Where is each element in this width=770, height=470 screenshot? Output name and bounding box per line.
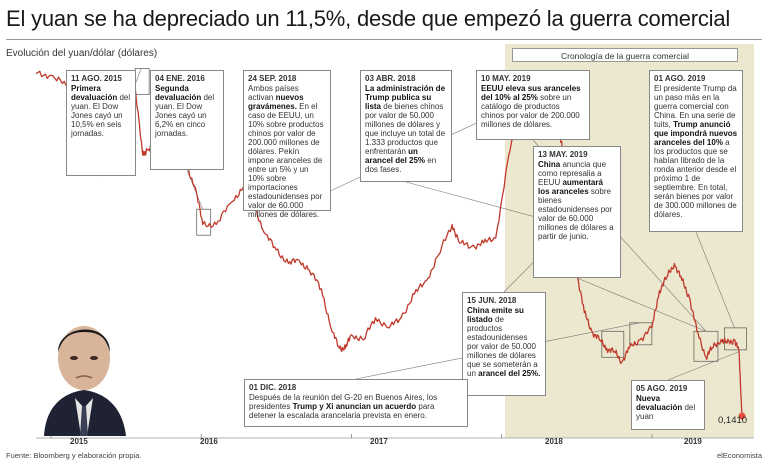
x-tick-label: 2017 bbox=[370, 437, 388, 446]
annotation-text: Después de la reunión del G-20 en Buenos… bbox=[249, 393, 463, 420]
annotation-aug-1-2019: 01 AGO. 2019 El presidente Trump da un p… bbox=[649, 70, 743, 232]
source-note: Fuente: Bloomberg y elaboración propia. bbox=[6, 451, 142, 460]
annotation-aug-5-2019: 05 AGO. 2019 Nueva devaluación del yuan bbox=[631, 380, 705, 430]
annotation-bold-text: China emite su listado bbox=[467, 306, 524, 324]
chart-subtitle: Evolución del yuan/dólar (dólares) bbox=[6, 48, 158, 59]
annotation-plain-text: anuncia que como represalia a EEUU bbox=[538, 160, 607, 187]
brand-label: elEconomista bbox=[716, 451, 762, 460]
annotation-bold-text: Segunda devaluación bbox=[155, 84, 202, 102]
annotation-text: China emite su listado de productos esta… bbox=[467, 306, 541, 378]
annotation-sep-2018: 24 SEP. 2018 Ambos países activan nuevos… bbox=[243, 70, 331, 219]
annotation-date: 01 AGO. 2019 bbox=[654, 74, 706, 83]
xi-jinping-photo bbox=[40, 310, 126, 436]
annotation-bold-text: nuevos gravámenes. bbox=[248, 93, 304, 111]
annotation-plain-text: de productos estadounidenses por valor d… bbox=[467, 315, 538, 378]
annotation-plain-text: del yuan bbox=[636, 403, 696, 421]
annotation-text: El presidente Trump da un paso más en la… bbox=[654, 84, 738, 219]
annotation-connector bbox=[576, 277, 707, 332]
annotation-plain-text: a los productos que se habían librado de… bbox=[654, 138, 737, 219]
annotation-plain-text: El presidente Trump da un paso más en la… bbox=[654, 84, 737, 129]
end-value-label: 0,1410 bbox=[718, 415, 748, 426]
x-tick-label: 2018 bbox=[545, 437, 563, 446]
end-point-marker bbox=[738, 412, 746, 420]
annotation-plain-text: Ambos países activan bbox=[248, 84, 299, 102]
annotation-plain-text: del yuan. El Dow Jones cayó un 10,5% en … bbox=[71, 93, 131, 138]
annotation-date: 10 MAY. 2019 bbox=[481, 74, 531, 83]
annotation-text: EEUU eleva sus aranceles del 10% al 25% … bbox=[481, 84, 585, 129]
annotation-bold-text: aumentará los aranceles bbox=[538, 178, 603, 196]
annotation-may-10-2019: 10 MAY. 2019 EEUU eleva sus aranceles de… bbox=[476, 70, 590, 140]
annotation-bold-text: Primera devaluación bbox=[71, 84, 118, 102]
event-zoom-box bbox=[196, 208, 212, 236]
event-zoom-box bbox=[629, 322, 653, 346]
event-zoom-box bbox=[134, 68, 150, 95]
annotation-date: 13 MAY. 2019 bbox=[538, 150, 588, 159]
annotation-plain-text: en dos fases. bbox=[365, 156, 437, 174]
annotation-bold-text: un arancel del 25% bbox=[365, 147, 426, 165]
annotation-jan-2016: 04 ENE. 2016 Segunda devaluación del yua… bbox=[150, 70, 224, 170]
annotation-connector bbox=[695, 231, 735, 328]
annotation-bold-text: arancel del 25%. bbox=[478, 369, 541, 378]
x-tick-label: 2019 bbox=[684, 437, 702, 446]
x-tick-label: 2016 bbox=[200, 437, 218, 446]
annotation-date: 15 JUN. 2018 bbox=[467, 296, 517, 305]
annotation-jun-2018: 15 JUN. 2018 China emite su listado de p… bbox=[462, 292, 546, 396]
annotation-plain-text: del yuan. El Dow Jones cayó un 6,2% en c… bbox=[155, 93, 215, 138]
x-tick-label: 2015 bbox=[70, 437, 88, 446]
annotation-plain-text: sobre bienes estadounidenses por valor d… bbox=[538, 187, 614, 241]
annotation-apr-2018: 03 ABR. 2018 La administración de Trump … bbox=[360, 70, 452, 182]
annotation-text: Nueva devaluación del yuan bbox=[636, 394, 700, 421]
annotation-plain-text: de bienes chinos por valor de 50.000 mil… bbox=[365, 102, 446, 156]
annotation-text: Primera devaluación del yuan. El Dow Jon… bbox=[71, 84, 131, 138]
annotation-date: 01 DIC. 2018 bbox=[249, 383, 297, 392]
annotation-bold-text: China bbox=[538, 160, 561, 169]
annotation-aug-2015: 11 AGO. 2015 Primera devaluación del yua… bbox=[66, 70, 136, 176]
title-divider bbox=[6, 39, 762, 40]
annotation-connector bbox=[667, 351, 740, 381]
x-axis-ticks bbox=[50, 434, 653, 438]
annotation-date: 03 ABR. 2018 bbox=[365, 74, 416, 83]
annotation-plain-text: En el caso de EEUU, un 10% sobre product… bbox=[248, 102, 324, 219]
annotation-date: 05 AGO. 2019 bbox=[636, 384, 688, 393]
annotation-text: China anuncia que como represalia a EEUU… bbox=[538, 160, 616, 241]
annotation-plain-text: Después de la reunión del G-20 en Buenos… bbox=[249, 393, 438, 411]
annotation-text: Segunda devaluación del yuan. El Dow Jon… bbox=[155, 84, 219, 138]
annotation-text: Ambos países activan nuevos gravámenes. … bbox=[248, 84, 326, 219]
annotation-bold-text: La administración de Trump publica su li… bbox=[365, 84, 446, 111]
annotation-plain-text: para detener la escalada arancelaria pre… bbox=[249, 402, 435, 420]
annotation-date: 24 SEP. 2018 bbox=[248, 74, 297, 83]
annotation-date: 04 ENE. 2016 bbox=[155, 74, 205, 83]
annotation-date: 11 AGO. 2015 bbox=[71, 74, 122, 83]
annotation-bold-text: Trump anunció que impondrá nuevos arance… bbox=[654, 120, 738, 147]
annotation-dec-2018: 01 DIC. 2018 Después de la reunión del G… bbox=[244, 379, 468, 427]
annotation-bold-text: EEUU eleva sus aranceles del 10% al 25% bbox=[481, 84, 581, 102]
annotation-plain-text: sobre un catálogo de productos chinos po… bbox=[481, 93, 580, 129]
annotation-bold-text: Trump y Xi anuncian un acuerdo bbox=[292, 402, 417, 411]
annotation-may-13-2019: 13 MAY. 2019 China anuncia que como repr… bbox=[533, 146, 621, 278]
annotation-bold-text: Nueva devaluación bbox=[636, 394, 683, 412]
annotation-text: La administración de Trump publica su li… bbox=[365, 84, 447, 174]
event-zoom-box bbox=[601, 330, 625, 358]
timeline-label: Cronología de la guerra comercial bbox=[512, 48, 738, 62]
page-title: El yuan se ha depreciado un 11,5%, desde… bbox=[6, 6, 731, 31]
